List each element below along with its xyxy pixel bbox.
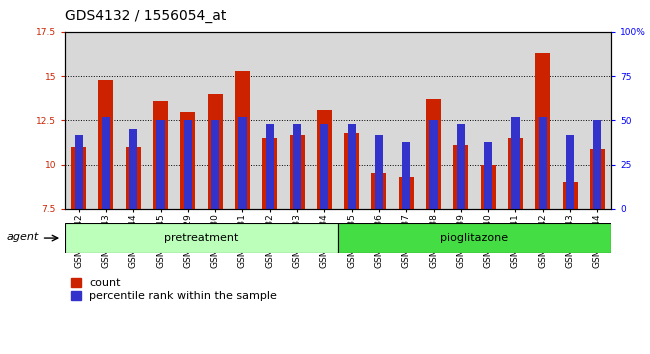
Bar [348, 124, 356, 209]
Bar [566, 135, 574, 209]
Bar [153, 101, 168, 209]
Bar [430, 120, 437, 209]
Text: GDS4132 / 1556054_at: GDS4132 / 1556054_at [65, 9, 226, 23]
Text: pretreatment: pretreatment [164, 233, 239, 243]
Bar [398, 177, 414, 209]
Bar [266, 124, 274, 209]
Bar [65, 223, 338, 253]
Bar [293, 124, 301, 209]
Legend: count, percentile rank within the sample: count, percentile rank within the sample [71, 278, 278, 301]
Bar [262, 138, 278, 209]
Bar [71, 147, 86, 209]
Bar [98, 80, 114, 209]
Bar [338, 223, 611, 253]
Bar [344, 133, 359, 209]
Bar [508, 138, 523, 209]
Bar [289, 135, 305, 209]
Bar [539, 117, 547, 209]
Bar [320, 124, 328, 209]
Bar [239, 117, 246, 209]
Bar [375, 135, 383, 209]
Bar [453, 145, 469, 209]
Bar [562, 182, 578, 209]
Bar [317, 110, 332, 209]
Bar [125, 147, 141, 209]
Bar [457, 124, 465, 209]
Text: agent: agent [6, 232, 39, 242]
Bar [484, 142, 492, 209]
Bar [235, 71, 250, 209]
Bar [129, 129, 137, 209]
Bar [480, 165, 496, 209]
Bar [157, 120, 164, 209]
Bar [402, 142, 410, 209]
Bar [371, 173, 387, 209]
Bar [512, 117, 519, 209]
Bar [211, 120, 219, 209]
Bar [102, 117, 110, 209]
Bar [535, 53, 551, 209]
Bar [207, 94, 223, 209]
Bar [426, 99, 441, 209]
Text: pioglitazone: pioglitazone [441, 233, 508, 243]
Bar [75, 135, 83, 209]
Bar [590, 149, 605, 209]
Bar [593, 120, 601, 209]
Bar [184, 120, 192, 209]
Bar [180, 112, 196, 209]
